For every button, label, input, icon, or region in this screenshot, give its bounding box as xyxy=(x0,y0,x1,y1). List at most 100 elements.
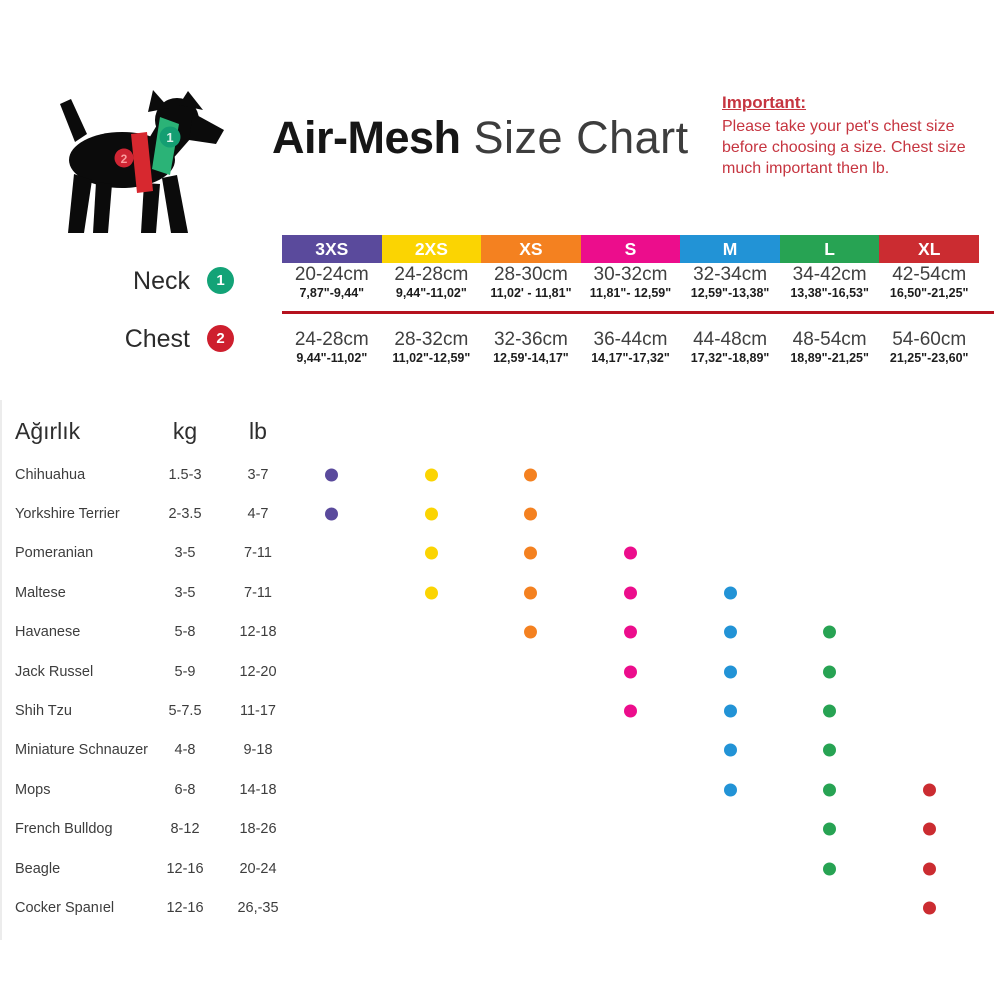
neck-cm-value: 42-54cm xyxy=(892,264,967,285)
breed-lb-value: 18-26 xyxy=(239,821,277,838)
breed-table-header: Ağırlık kg lb xyxy=(0,417,300,445)
size-dot-s xyxy=(624,665,637,679)
breed-name: French Bulldog xyxy=(15,821,113,838)
chest-marker-on-dog xyxy=(114,148,134,168)
size-dot-xl xyxy=(922,862,936,876)
breed-row: Chihuahua 1.5-3 3-7 xyxy=(0,455,1000,494)
breed-name: Shih Tzu xyxy=(15,703,72,720)
neck-cm-value: 30-32cm xyxy=(593,264,668,285)
size-dot-l xyxy=(823,665,837,679)
chest-cell-s: 36-44cm 14,17"-17,32" xyxy=(581,329,681,366)
size-dot-s xyxy=(624,704,637,718)
breed-kg-value: 5-7.5 xyxy=(168,703,202,720)
chest-cell-l: 48-54cm 18,89"-21,25" xyxy=(780,329,880,366)
breed-row: Miniature Schnauzer 4-8 9-18 xyxy=(0,731,1000,770)
size-dot-s xyxy=(624,586,637,600)
size-header-xs: XS xyxy=(481,235,581,263)
neck-cm-value: 24-28cm xyxy=(394,264,469,285)
size-dot-3xs xyxy=(325,507,339,521)
row-divider-line xyxy=(282,311,994,314)
breed-kg-value: 12-16 xyxy=(166,900,204,917)
size-dot-m xyxy=(723,743,737,757)
neck-inch-value: 12,59"-13,38" xyxy=(690,286,770,300)
size-header-l: L xyxy=(779,235,880,263)
chest-inch-value: 17,32"-18,89" xyxy=(690,351,770,365)
chest-cell-xl: 54-60cm 21,25"-23,60" xyxy=(879,329,979,366)
neck-inch-value: 11,81"- 12,59" xyxy=(589,286,672,300)
neck-cell-l: 34-42cm 13,38"-16,53" xyxy=(780,264,880,301)
size-header-2xs: 2XS xyxy=(381,235,482,263)
size-dot-s xyxy=(624,625,637,639)
breed-row: Jack Russel 5-9 12-20 xyxy=(0,652,1000,691)
neck-inch-value: 7,87"-9,44" xyxy=(299,286,365,300)
chest-cell-m: 44-48cm 17,32"-18,89" xyxy=(680,329,780,366)
breed-name: Chihuahua xyxy=(15,466,86,483)
page-title-suffix: Size Chart xyxy=(473,112,689,163)
breed-col-lb-header: lb xyxy=(249,418,267,444)
breed-row: Mops 6-8 14-18 xyxy=(0,770,1000,809)
chest-cm-value: 24-28cm xyxy=(294,329,369,350)
neck-cm-value: 28-30cm xyxy=(493,264,568,285)
breed-lb-value: 4-7 xyxy=(247,506,269,523)
chest-cm-value: 28-32cm xyxy=(394,329,469,350)
size-dot-2xs xyxy=(424,507,438,521)
size-dot-xs xyxy=(524,625,538,639)
chest-cm-value: 44-48cm xyxy=(693,329,768,350)
neck-inch-value: 16,50"-21,25" xyxy=(889,286,969,300)
breed-kg-value: 4-8 xyxy=(174,742,196,759)
size-dot-2xs xyxy=(424,468,438,482)
size-dot-l xyxy=(823,743,837,757)
size-dot-s xyxy=(624,546,637,560)
breed-lb-value: 12-20 xyxy=(239,663,277,680)
important-note-line: much important then lb. xyxy=(722,160,890,177)
breed-col-weight-header: Ağırlık xyxy=(15,418,81,444)
chest-cell-2xs: 28-32cm 11,02"-12,59" xyxy=(382,329,482,366)
dog-with-harness-icon: 1 2 xyxy=(60,90,224,233)
size-dot-l xyxy=(823,625,837,639)
chest-cm-value: 36-44cm xyxy=(593,329,668,350)
neck-measurements-row: 20-24cm 7,87"-9,44" 24-28cm 9,44"-11,02" 28-… xyxy=(282,264,979,301)
breed-name: Havanese xyxy=(15,624,81,641)
breed-name: Beagle xyxy=(15,860,61,877)
chest-inch-value: 11,02"-12,59" xyxy=(392,351,471,365)
important-note-line: Please take your pet's chest size xyxy=(722,118,955,135)
neck-row-label: Neck xyxy=(133,267,190,295)
size-dot-3xs xyxy=(325,468,339,482)
size-dot-xs xyxy=(524,468,538,482)
breed-kg-value: 12-16 xyxy=(166,860,204,877)
size-dot-2xs xyxy=(424,546,438,560)
breed-row: Havanese 5-8 12-18 xyxy=(0,613,1000,652)
size-dot-xl xyxy=(922,783,936,797)
chest-marker-badge: 2 xyxy=(207,325,234,352)
neck-marker-number: 1 xyxy=(166,130,173,145)
page-title: Air-Mesh Size Chart xyxy=(272,110,689,166)
breed-lb-value: 20-24 xyxy=(239,860,277,877)
breed-kg-value: 3-5 xyxy=(174,545,196,562)
size-dot-l xyxy=(823,822,837,836)
size-dot-m xyxy=(723,586,737,600)
neck-cell-2xs: 24-28cm 9,44"-11,02" xyxy=(382,264,482,301)
breed-row: Maltese 3-5 7-11 xyxy=(0,573,1000,612)
chest-measurements-row: 24-28cm 9,44"-11,02" 28-32cm 11,02"-12,59" 3… xyxy=(282,329,979,366)
size-dot-m xyxy=(723,665,737,679)
breed-lb-value: 26,-35 xyxy=(237,900,279,917)
neck-cell-s: 30-32cm 11,81"- 12,59" xyxy=(581,264,681,301)
chest-cell-xs: 32-36cm 12,59'-14,17" xyxy=(481,329,581,366)
neck-marker-on-dog xyxy=(159,126,181,148)
neck-cm-value: 20-24cm xyxy=(294,264,369,285)
neck-marker-badge: 1 xyxy=(207,267,234,294)
neck-cm-value: 34-42cm xyxy=(792,264,867,285)
breed-lb-value: 14-18 xyxy=(239,781,277,798)
breed-row: Pomeranian 3-5 7-11 xyxy=(0,534,1000,573)
chest-inch-value: 9,44"-11,02" xyxy=(296,351,368,365)
size-dot-xl xyxy=(922,901,936,915)
breed-lb-value: 7-11 xyxy=(244,584,272,601)
chest-inch-value: 18,89"-21,25" xyxy=(790,351,869,365)
chest-inch-value: 12,59'-14,17" xyxy=(493,351,569,365)
size-header-xl: XL xyxy=(879,235,979,263)
breed-lb-value: 11-17 xyxy=(239,703,276,720)
breed-name: Cocker Spanıel xyxy=(15,900,115,917)
breed-row: Cocker Spanıel 12-16 26,-35 xyxy=(0,888,1000,927)
breed-name: Yorkshire Terrier xyxy=(15,506,120,523)
breed-kg-value: 5-8 xyxy=(174,624,196,641)
